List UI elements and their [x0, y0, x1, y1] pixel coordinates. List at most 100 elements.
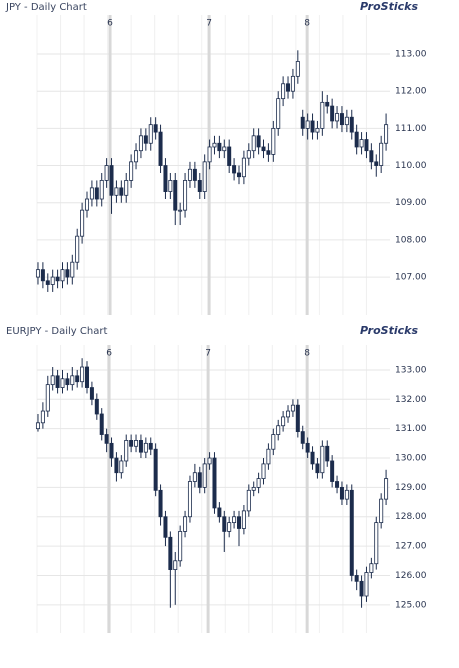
candle-body [227, 522, 232, 532]
candle-body [335, 481, 340, 488]
candle-body [295, 61, 300, 77]
candle-body [94, 398, 99, 415]
candle-body [187, 481, 192, 518]
candle-body [310, 120, 315, 133]
candle-body [45, 384, 50, 412]
candle-body [246, 489, 251, 512]
candle-body [60, 378, 65, 388]
candle-body [40, 410, 45, 424]
candle-body [178, 531, 183, 562]
candle-body [281, 83, 286, 100]
x-tick-label: 8 [304, 349, 310, 359]
candle-body [114, 187, 119, 196]
chart-title: JPY - Daily Chart [5, 2, 87, 13]
candle-body [379, 498, 384, 524]
candle-body [134, 150, 139, 163]
candle-body [212, 142, 217, 148]
candle-body [183, 180, 188, 211]
y-tick-label: 108.00 [395, 235, 427, 245]
x-tick-label: 8 [304, 19, 310, 29]
candle-body [359, 139, 364, 148]
candle-body [349, 116, 354, 133]
candle-body [168, 536, 173, 570]
candle-body [305, 442, 310, 453]
candle-body [80, 366, 85, 383]
candle-body [305, 120, 310, 129]
candle-body [256, 135, 261, 148]
candle-body [163, 165, 168, 192]
x-tick-label: 6 [107, 19, 113, 29]
candle-body [119, 460, 124, 474]
candle-body [310, 451, 315, 465]
candle-body [364, 572, 369, 597]
y-tick-label: 127.00 [395, 542, 427, 552]
candle-body [344, 116, 349, 126]
y-tick-label: 109.00 [395, 198, 427, 208]
y-tick-label: 125.00 [395, 600, 427, 610]
candle-body [94, 187, 99, 200]
candle-body [35, 269, 40, 278]
candle-body [40, 269, 45, 282]
candle-body [207, 457, 212, 465]
candle-body [339, 486, 344, 500]
candle-body [335, 113, 340, 122]
y-tick-label: 126.00 [395, 571, 427, 581]
candle-body [138, 440, 143, 453]
candle-body [379, 142, 384, 166]
candle-body [251, 486, 256, 491]
candle-body [35, 422, 40, 430]
candle-body [261, 463, 266, 479]
candle-body [286, 410, 291, 418]
candle-body [129, 440, 134, 447]
candle-body [168, 180, 173, 192]
y-tick-label: 132.00 [395, 395, 427, 405]
candle-body [281, 416, 286, 427]
candle-body [50, 375, 55, 386]
candle-body [339, 113, 344, 126]
candle-body [65, 378, 70, 386]
x-tick-label: 6 [106, 349, 112, 359]
candle-body [212, 457, 217, 509]
candle-body [217, 507, 222, 518]
candle-body [271, 434, 276, 450]
candle-body [369, 150, 374, 163]
candle-body [124, 180, 129, 196]
candle-body [227, 146, 232, 166]
candle-body [89, 387, 94, 400]
candle-body [251, 135, 256, 152]
candle-body [138, 135, 143, 152]
candle-body [134, 440, 139, 447]
candle-body [271, 127, 276, 155]
x-tick-label: 7 [206, 19, 212, 29]
candle-body [315, 127, 320, 133]
candle-body [187, 168, 192, 181]
candle-body [124, 440, 129, 462]
candle-body [70, 375, 75, 386]
candle-body [276, 98, 281, 129]
candle-body [290, 404, 295, 412]
candle-body [148, 442, 153, 450]
candle-body [197, 180, 202, 192]
brand: ProSticks [360, 0, 418, 13]
candle-body [236, 172, 241, 178]
candle-body [158, 489, 163, 518]
candle-body [241, 157, 246, 178]
candle-body [384, 478, 389, 500]
y-tick-label: 129.00 [395, 483, 427, 493]
candle-body [374, 161, 379, 166]
candle-body [153, 124, 158, 133]
candle-body [276, 425, 281, 435]
x-tick-label: 7 [205, 349, 211, 359]
candle-body [89, 187, 94, 200]
candle-body [143, 442, 148, 453]
candle-body [286, 83, 291, 92]
chart-title: EURJPY - Daily Chart [6, 326, 107, 337]
candle-body [325, 445, 330, 462]
candle-body [109, 165, 114, 196]
candle-body [55, 375, 60, 388]
candle-body [114, 457, 119, 474]
candle-body [109, 442, 114, 459]
candle-body [192, 168, 197, 181]
candle-body [202, 463, 207, 488]
